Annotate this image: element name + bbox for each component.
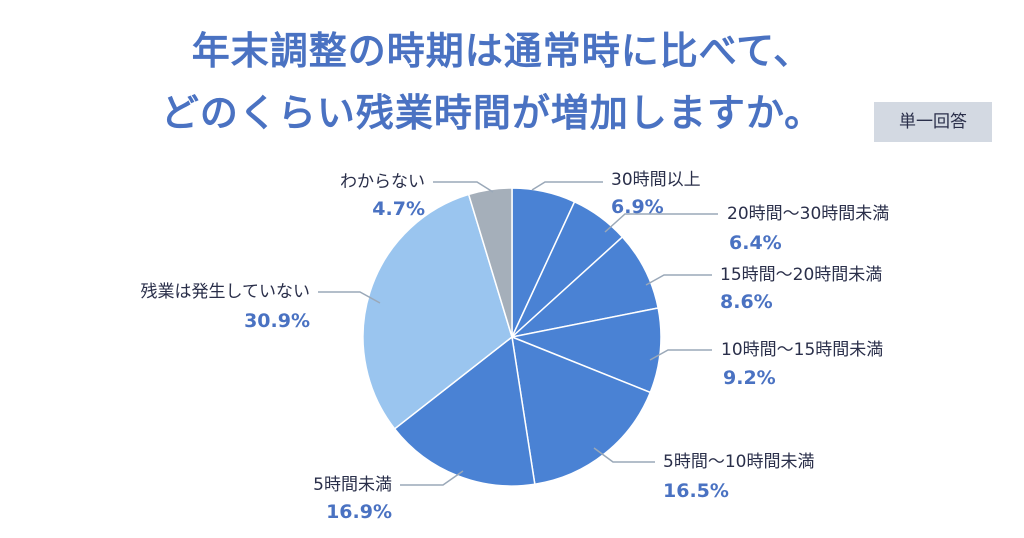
label-no-overtime: 残業は発生していない (140, 282, 311, 302)
pie-slice-4 (511, 335, 652, 486)
leader-line-unknown (433, 181, 494, 193)
value-15-20h: 8.6% (720, 291, 773, 313)
value-no-overtime: 30.9% (244, 310, 310, 332)
label-under-5h: 5時間未満 (313, 475, 392, 495)
chart-title-line1: 年末調整の時期は通常時に比べて、 (191, 29, 813, 73)
leader-line-15-20h (645, 274, 712, 286)
value-unknown: 4.7% (372, 198, 425, 220)
leader-line-20-30h (604, 213, 718, 233)
leader-line-no-overtime (318, 291, 381, 304)
label-20-30h: 20時間〜30時間未満 (727, 204, 890, 224)
value-10-15h: 9.2% (723, 367, 776, 389)
label-15-20h: 15時間〜20時間未満 (720, 265, 883, 285)
pie-slice-6 (362, 193, 513, 430)
label-30h-plus: 30時間以上 (611, 170, 701, 190)
pie-slices (362, 187, 662, 487)
value-20-30h: 6.4% (729, 232, 782, 254)
label-10-15h: 10時間〜15時間未満 (721, 340, 884, 360)
pie-slice-3 (509, 307, 662, 394)
leader-line-5-10h (593, 447, 655, 463)
single-answer-badge: 単一回答 (874, 102, 992, 142)
leader-line-10-15h (649, 349, 712, 361)
value-under-5h: 16.9% (326, 501, 392, 523)
label-unknown: わからない (340, 172, 425, 192)
leader-line-under-5h (400, 470, 464, 486)
value-5-10h: 16.5% (663, 480, 729, 502)
chart-title-line2: どのくらい残業時間が増加しますか。 (160, 91, 824, 135)
leader-lines (318, 181, 718, 486)
leader-line-30h-plus (531, 181, 603, 191)
label-5-10h: 5時間〜10時間未満 (663, 452, 815, 472)
value-30h-plus: 6.9% (611, 196, 664, 218)
